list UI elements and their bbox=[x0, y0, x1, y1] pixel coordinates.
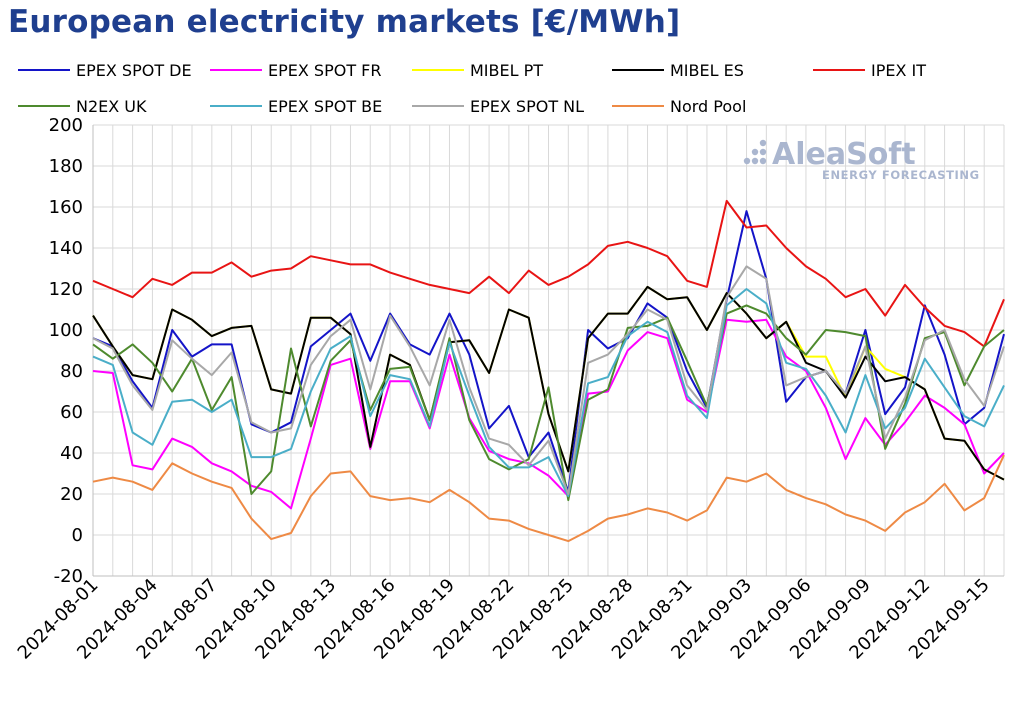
y-tick-label: 160 bbox=[49, 197, 83, 218]
y-tick-label: -20 bbox=[54, 566, 83, 587]
y-tick-label: 40 bbox=[60, 443, 83, 464]
legend-entry: IPEX IT bbox=[871, 61, 926, 80]
legend-entry: MIBEL ES bbox=[670, 61, 744, 80]
series-line-epex-spot-fr bbox=[92, 318, 1005, 510]
series-line-ipex-it bbox=[92, 199, 1005, 348]
legend-entry: EPEX SPOT FR bbox=[268, 61, 382, 80]
series-line-epex-spot-nl bbox=[92, 265, 1005, 495]
legend-entry: EPEX SPOT DE bbox=[76, 61, 192, 80]
y-tick-label: 60 bbox=[60, 402, 83, 423]
y-tick-label: 200 bbox=[49, 115, 83, 136]
series-line-epex-spot-be bbox=[92, 288, 1005, 498]
y-tick-label: 120 bbox=[49, 279, 83, 300]
series-line-nord-pool bbox=[92, 454, 1005, 543]
legend-entry: EPEX SPOT NL bbox=[470, 97, 584, 116]
aleasoft-logo: AleaSoft ENERGY FORECASTING bbox=[743, 137, 980, 182]
legend: EPEX SPOT DE EPEX SPOT FR MIBEL PT MIBEL ES… bbox=[18, 61, 926, 116]
grid bbox=[92, 124, 1005, 577]
series-lines bbox=[92, 199, 1005, 543]
logo-main-text: AleaSoft bbox=[772, 137, 916, 172]
y-tick-label: 0 bbox=[72, 525, 83, 546]
logo-sub-text: ENERGY FORECASTING bbox=[822, 168, 980, 182]
y-tick-label: 80 bbox=[60, 361, 83, 382]
logo-dots-icon bbox=[743, 139, 767, 165]
series-line-mibel-es bbox=[92, 285, 1005, 481]
legend-entry: N2EX UK bbox=[76, 97, 147, 116]
y-tick-label: 20 bbox=[60, 484, 83, 505]
legend-entry: MIBEL PT bbox=[470, 61, 543, 80]
y-tick-label: 140 bbox=[49, 238, 83, 259]
legend-entry: EPEX SPOT BE bbox=[268, 97, 382, 116]
y-tick-label: 180 bbox=[49, 156, 83, 177]
legend-entry: Nord Pool bbox=[670, 97, 746, 116]
chart-title: European electricity markets [€/MWh] bbox=[8, 4, 681, 40]
y-tick-label: 100 bbox=[49, 320, 83, 341]
series-line-n2ex-uk bbox=[92, 304, 1005, 502]
